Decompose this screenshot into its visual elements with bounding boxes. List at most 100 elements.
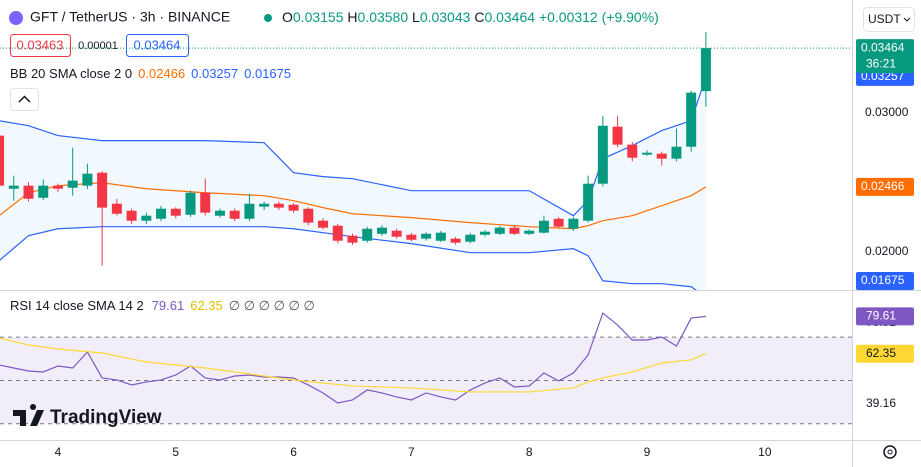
- symbol-icon: [9, 11, 23, 25]
- candle-body: [686, 92, 697, 147]
- candle-body: [332, 225, 343, 241]
- candle-body: [642, 152, 653, 155]
- candle-body: [244, 203, 255, 219]
- x-tick-label: 6: [290, 445, 297, 459]
- candle-body: [597, 125, 608, 184]
- logo-text: TradingView: [50, 407, 162, 428]
- settings-icon[interactable]: [883, 445, 897, 459]
- candle-body: [8, 185, 19, 189]
- bid-price: 0.03463: [17, 37, 64, 52]
- ohlc-value: 0.03464: [484, 9, 535, 25]
- candle-body: [568, 218, 579, 229]
- ohlc-legend: O0.03155 H0.03580 L0.03043 C0.03464 +0.0…: [282, 9, 659, 25]
- candle-body: [524, 230, 535, 234]
- price-label-box: [856, 177, 914, 196]
- bb-line: [0, 226, 697, 290]
- rsi-value: 79.61: [152, 298, 185, 313]
- candle-body: [450, 238, 461, 243]
- rsi-pane: [0, 312, 852, 425]
- x-tick-label: 8: [526, 445, 533, 459]
- price-pane: [0, 31, 711, 290]
- candle-body: [0, 135, 5, 186]
- bb-lower-value: 0.01675: [244, 66, 291, 81]
- rsi-sma-value: 62.35: [190, 298, 223, 313]
- price-label: 0.02466: [861, 179, 905, 193]
- candle-body: [38, 185, 49, 198]
- candle-body: [126, 210, 137, 221]
- candle-body: [391, 230, 402, 237]
- candle-body: [538, 220, 549, 233]
- candle-body: [406, 234, 417, 240]
- candle-body: [200, 192, 211, 213]
- candle-body: [583, 183, 594, 221]
- candle-body: [111, 203, 122, 214]
- spread: 0.00001: [78, 40, 118, 52]
- candle-body: [23, 185, 34, 199]
- candle-body: [259, 203, 270, 207]
- candle-body: [170, 208, 181, 216]
- x-tick-label: 7: [408, 445, 415, 459]
- bb-line: [0, 182, 707, 230]
- ohlc-key: H: [347, 9, 357, 25]
- candle-body: [141, 215, 152, 221]
- bb-upper-value: 0.03257: [191, 66, 238, 81]
- rsi-legend: RSI 14 close SMA 14 2 79.61 62.35 ∅ ∅ ∅ ∅ ∅…: [10, 298, 315, 313]
- symbol-title[interactable]: GFT / TetherUS · 3h · BINANCE: [30, 9, 230, 25]
- ohlc-key: L: [412, 9, 420, 25]
- y-tick-label: 0.02000: [865, 244, 909, 258]
- price-label-box: [856, 272, 914, 290]
- rsi-tick-label: 39.16: [866, 396, 896, 410]
- x-tick-label: 5: [172, 445, 179, 459]
- ohlc-value: 0.03155: [293, 9, 344, 25]
- x-tick-label: 10: [758, 445, 772, 459]
- logo-icon: [13, 404, 44, 426]
- candle-body: [553, 218, 564, 227]
- chevron-icon: [18, 95, 31, 103]
- buy-button[interactable]: [126, 34, 189, 57]
- rsi-line: [0, 312, 706, 404]
- ohlc-key: O: [282, 9, 293, 25]
- candle-body: [229, 210, 240, 219]
- candle-body: [435, 232, 446, 241]
- candle-body: [185, 192, 196, 215]
- price-label: 0.03464: [861, 40, 905, 54]
- ohlc-value: 0.03043: [420, 9, 471, 25]
- price-label-box: [856, 39, 914, 74]
- candle-body: [82, 173, 93, 186]
- candle-body: [671, 146, 682, 159]
- sell-button[interactable]: [10, 34, 71, 57]
- candle-body: [627, 144, 638, 158]
- candle-body: [52, 185, 63, 189]
- ohlc-value: 0.03580: [358, 9, 409, 25]
- settings-icon-core: [887, 449, 893, 455]
- rsi-label: 79.61: [866, 309, 896, 323]
- bb-legend: BB 20 SMA close 2 0 0.02466 0.03257 0.01675: [10, 66, 291, 81]
- candle-body: [509, 227, 520, 234]
- candle-body: [347, 235, 358, 243]
- price-label: 0.01675: [861, 273, 905, 287]
- candle-body: [480, 231, 491, 235]
- change: +0.00312 (+9.90%): [539, 9, 659, 25]
- candle-body: [214, 210, 225, 216]
- candle-body: [273, 203, 284, 208]
- candle-body: [362, 228, 373, 241]
- logo: TradingView: [13, 404, 162, 428]
- band-fill: [0, 76, 706, 290]
- candle-body: [318, 220, 329, 228]
- rsi-line: [0, 337, 707, 393]
- x-tick-label: 4: [55, 445, 62, 459]
- ask-price: 0.03464: [134, 37, 181, 52]
- candle-body: [421, 233, 432, 239]
- rsi-label: 62.35: [866, 346, 896, 360]
- collapse-button[interactable]: [10, 88, 39, 111]
- candle-body: [656, 153, 667, 159]
- candle-body: [303, 208, 314, 223]
- candle-body: [465, 234, 476, 242]
- status-dot: [264, 14, 272, 22]
- currency-select[interactable]: [863, 7, 915, 32]
- rsi-label-box: [856, 344, 914, 363]
- bb-title: BB 20 SMA close 2 0: [10, 66, 132, 81]
- rsi-label-box: [856, 307, 914, 326]
